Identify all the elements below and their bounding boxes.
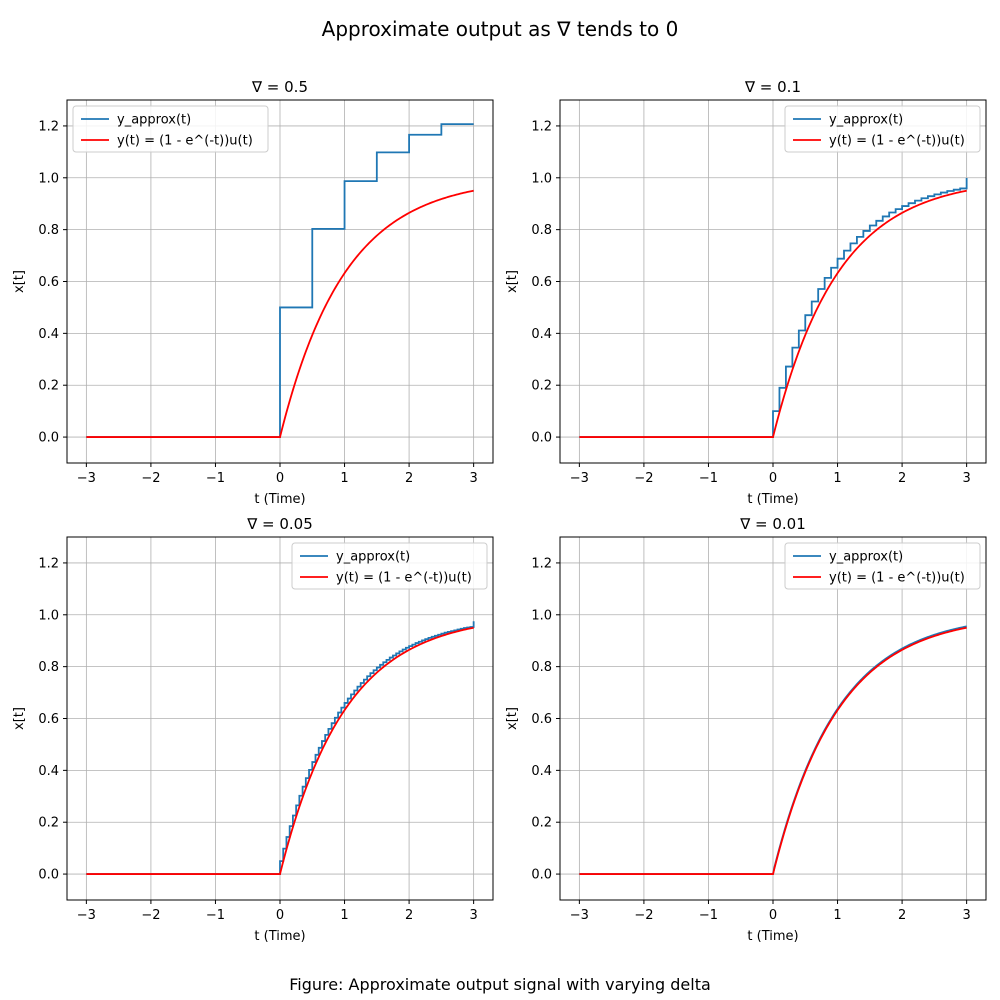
legend-label: y(t) = (1 - e^(-t))u(t) (829, 134, 965, 149)
subplot-title: ∇ = 0.01 (739, 515, 806, 533)
y-tick-label: 0.2 (531, 816, 552, 831)
x-tick-label: −3 (77, 908, 96, 923)
x-tick-label: 2 (898, 908, 906, 923)
legend-box (72, 105, 269, 153)
y-tick-label: 0.0 (38, 431, 59, 446)
y-tick-label: 1.0 (38, 608, 59, 623)
subplot-title: ∇ = 0.1 (744, 78, 801, 96)
figure-caption: Figure: Approximate output signal with v… (289, 975, 711, 994)
y-tick-label: 0.0 (531, 868, 552, 883)
x-tick-label: −3 (77, 471, 96, 486)
legend: y_approx(t) y(t) = (1 - e^(-t))u(t) (291, 542, 488, 590)
legend-label: y_approx(t) (336, 550, 410, 565)
x-axis-label: t (Time) (254, 492, 305, 507)
legend-box (784, 105, 981, 153)
subplot-3: −3 −2 −1 0 1 2 3 0.0 0.2 0.4 0.6 0.8 1.0 1.2 ∇ = 0.05 t… (12, 515, 494, 944)
subplot-4: −3 −2 −1 0 1 2 3 0.0 0.2 0.4 0.6 0.8 1.0 1.2 ∇ = 0.01 t… (505, 515, 987, 944)
y-tick-label: 0.8 (531, 660, 552, 675)
x-tick-label: −2 (141, 471, 160, 486)
y-tick-label: 1.0 (531, 608, 552, 623)
y-tick-label: 0.6 (531, 275, 552, 290)
y-tick-label: 1.0 (531, 171, 552, 186)
y-tick-label: 0.6 (38, 275, 59, 290)
y-tick-label: 0.4 (531, 764, 552, 779)
subplot-grid: −3 −2 −1 0 1 2 3 0.0 0.2 0.4 0.6 0.8 1.0 1.2 ∇ = 0.5 t … (12, 78, 987, 944)
exact-series-line (579, 626, 967, 875)
x-tick-label: −3 (570, 471, 589, 486)
x-tick-label: 0 (276, 471, 284, 486)
legend-label: y_approx(t) (829, 550, 903, 565)
x-tick-label: 2 (898, 471, 906, 486)
legend-label: y_approx(t) (117, 113, 191, 128)
legend: y_approx(t) y(t) = (1 - e^(-t))u(t) (784, 105, 981, 153)
subplot-title: ∇ = 0.05 (246, 515, 313, 533)
x-tick-label: 1 (340, 471, 348, 486)
exact-series-line (86, 626, 474, 875)
x-tick-label: −1 (206, 908, 225, 923)
approx-series-line (579, 178, 968, 438)
y-tick-label: 0.4 (38, 327, 59, 342)
x-tick-label: 2 (405, 471, 413, 486)
y-axis-label: x[t] (12, 707, 27, 730)
legend-label: y(t) = (1 - e^(-t))u(t) (336, 571, 472, 586)
legend-label: y_approx(t) (829, 113, 903, 128)
x-tick-label: 3 (469, 471, 477, 486)
exact-series-line (86, 189, 474, 438)
y-axis-label: x[t] (12, 270, 27, 293)
x-tick-label: −2 (634, 908, 653, 923)
y-tick-label: 0.6 (38, 712, 59, 727)
y-tick-label: 1.0 (38, 171, 59, 186)
approx-series-line (86, 123, 474, 438)
y-tick-label: 0.2 (38, 379, 59, 394)
y-axis-label: x[t] (505, 270, 520, 293)
y-tick-label: 0.8 (38, 223, 59, 238)
y-tick-label: 0.2 (531, 379, 552, 394)
legend: y_approx(t) y(t) = (1 - e^(-t))u(t) (784, 542, 981, 590)
x-axis-label: t (Time) (747, 929, 798, 944)
y-tick-label: 0.6 (531, 712, 552, 727)
legend-label: y(t) = (1 - e^(-t))u(t) (829, 571, 965, 586)
x-tick-label: −3 (570, 908, 589, 923)
y-tick-label: 0.0 (531, 431, 552, 446)
y-tick-label: 1.2 (531, 119, 552, 134)
x-tick-label: 0 (769, 908, 777, 923)
x-tick-label: 1 (340, 908, 348, 923)
x-axis-label: t (Time) (254, 929, 305, 944)
y-tick-label: 0.2 (38, 816, 59, 831)
x-tick-label: −1 (699, 471, 718, 486)
y-tick-label: 0.4 (531, 327, 552, 342)
legend: y_approx(t) y(t) = (1 - e^(-t))u(t) (72, 105, 269, 153)
x-tick-label: 3 (469, 908, 477, 923)
y-axis-label: x[t] (505, 707, 520, 730)
x-tick-label: −2 (141, 908, 160, 923)
x-tick-label: 1 (833, 908, 841, 923)
y-tick-label: 0.8 (38, 660, 59, 675)
x-tick-label: −1 (206, 471, 225, 486)
y-tick-label: 1.2 (531, 556, 552, 571)
x-tick-label: 3 (962, 908, 970, 923)
approx-series-line (86, 621, 475, 875)
y-tick-label: 0.0 (38, 868, 59, 883)
legend-box (291, 542, 488, 590)
subplot-title: ∇ = 0.5 (251, 78, 308, 96)
y-tick-label: 1.2 (38, 119, 59, 134)
x-axis-label: t (Time) (747, 492, 798, 507)
y-tick-label: 0.4 (38, 764, 59, 779)
x-tick-label: 0 (769, 471, 777, 486)
x-tick-label: 3 (962, 471, 970, 486)
x-tick-label: 2 (405, 908, 413, 923)
x-tick-label: 0 (276, 908, 284, 923)
x-tick-label: 1 (833, 471, 841, 486)
y-tick-label: 0.8 (531, 223, 552, 238)
figure-title: Approximate output as ∇ tends to 0 (322, 17, 679, 41)
y-tick-label: 1.2 (38, 556, 59, 571)
exact-series-line (579, 189, 967, 438)
x-tick-label: −1 (699, 908, 718, 923)
legend-label: y(t) = (1 - e^(-t))u(t) (117, 134, 253, 149)
x-tick-label: −2 (634, 471, 653, 486)
subplot-1: −3 −2 −1 0 1 2 3 0.0 0.2 0.4 0.6 0.8 1.0 1.2 ∇ = 0.5 t … (12, 78, 494, 507)
legend-box (784, 542, 981, 590)
subplot-2: −3 −2 −1 0 1 2 3 0.0 0.2 0.4 0.6 0.8 1.0 1.2 ∇ = 0.1 t … (505, 78, 987, 507)
